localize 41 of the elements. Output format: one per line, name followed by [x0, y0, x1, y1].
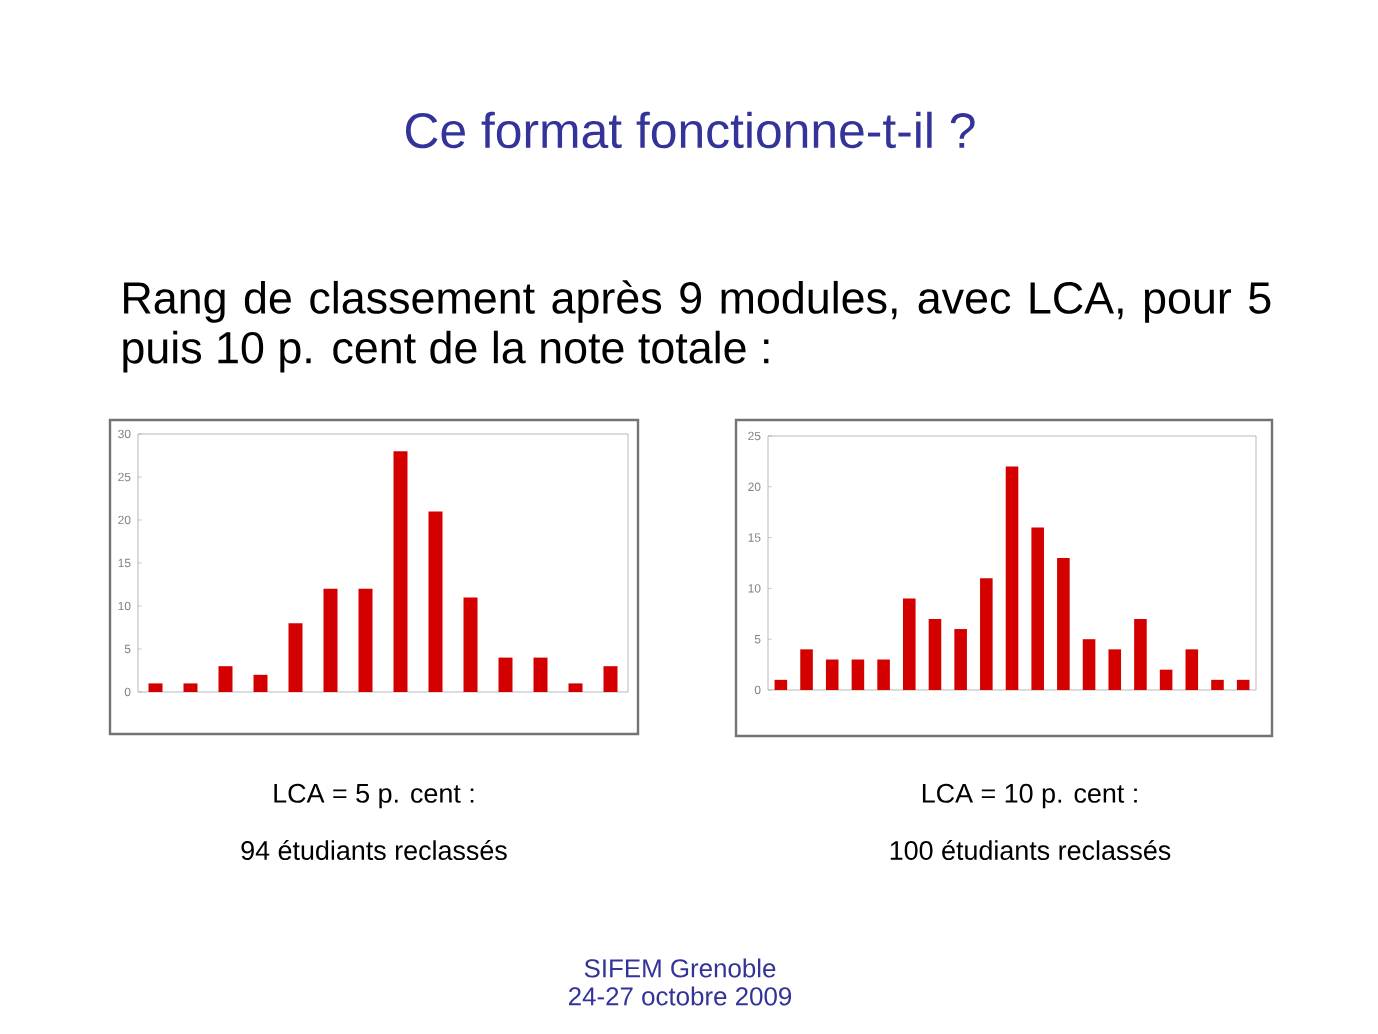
text: Rang de classement après 9 modules, avec LCA, pour 5 puis 10 p. cent de la note totale : — [123, 280, 1271, 373]
bar — [774, 679, 788, 690]
text: LCA = 10 p. cent : — [922, 783, 1137, 809]
bar — [902, 598, 916, 690]
text: 94 étudiants reclassés — [241, 839, 507, 861]
bar — [851, 659, 865, 690]
bar — [288, 623, 303, 692]
bar — [1185, 649, 1199, 690]
bar — [1082, 639, 1096, 690]
text: LCA = 5 p. cent : — [274, 783, 474, 809]
bar — [183, 683, 198, 692]
bar — [1159, 669, 1173, 690]
bar — [1005, 466, 1019, 690]
bar — [393, 451, 408, 692]
text: 100 étudiants reclassés — [890, 839, 1171, 861]
bar — [1057, 557, 1070, 690]
bar — [463, 597, 478, 692]
bar — [533, 657, 548, 692]
text: SIFEM Grenoble — [584, 958, 776, 978]
bar — [498, 657, 513, 692]
bar — [928, 618, 942, 690]
bar — [1134, 618, 1147, 690]
text: 24-27 octobre 2009 — [568, 986, 792, 1006]
bar — [877, 659, 890, 690]
bar — [1108, 649, 1122, 690]
bar — [323, 588, 338, 692]
bar — [358, 588, 373, 692]
bar — [428, 511, 443, 692]
bar — [603, 666, 618, 692]
bar — [800, 649, 813, 690]
bar — [148, 683, 163, 692]
bar — [253, 674, 268, 692]
bar — [1211, 679, 1224, 690]
bar — [1236, 679, 1250, 690]
bar — [825, 659, 839, 690]
bar — [1031, 527, 1044, 690]
bar — [980, 578, 993, 690]
bar — [218, 666, 233, 692]
bar — [954, 629, 967, 690]
bar — [568, 683, 583, 692]
text: Ce format fonctionne-t-il ? — [405, 111, 975, 149]
